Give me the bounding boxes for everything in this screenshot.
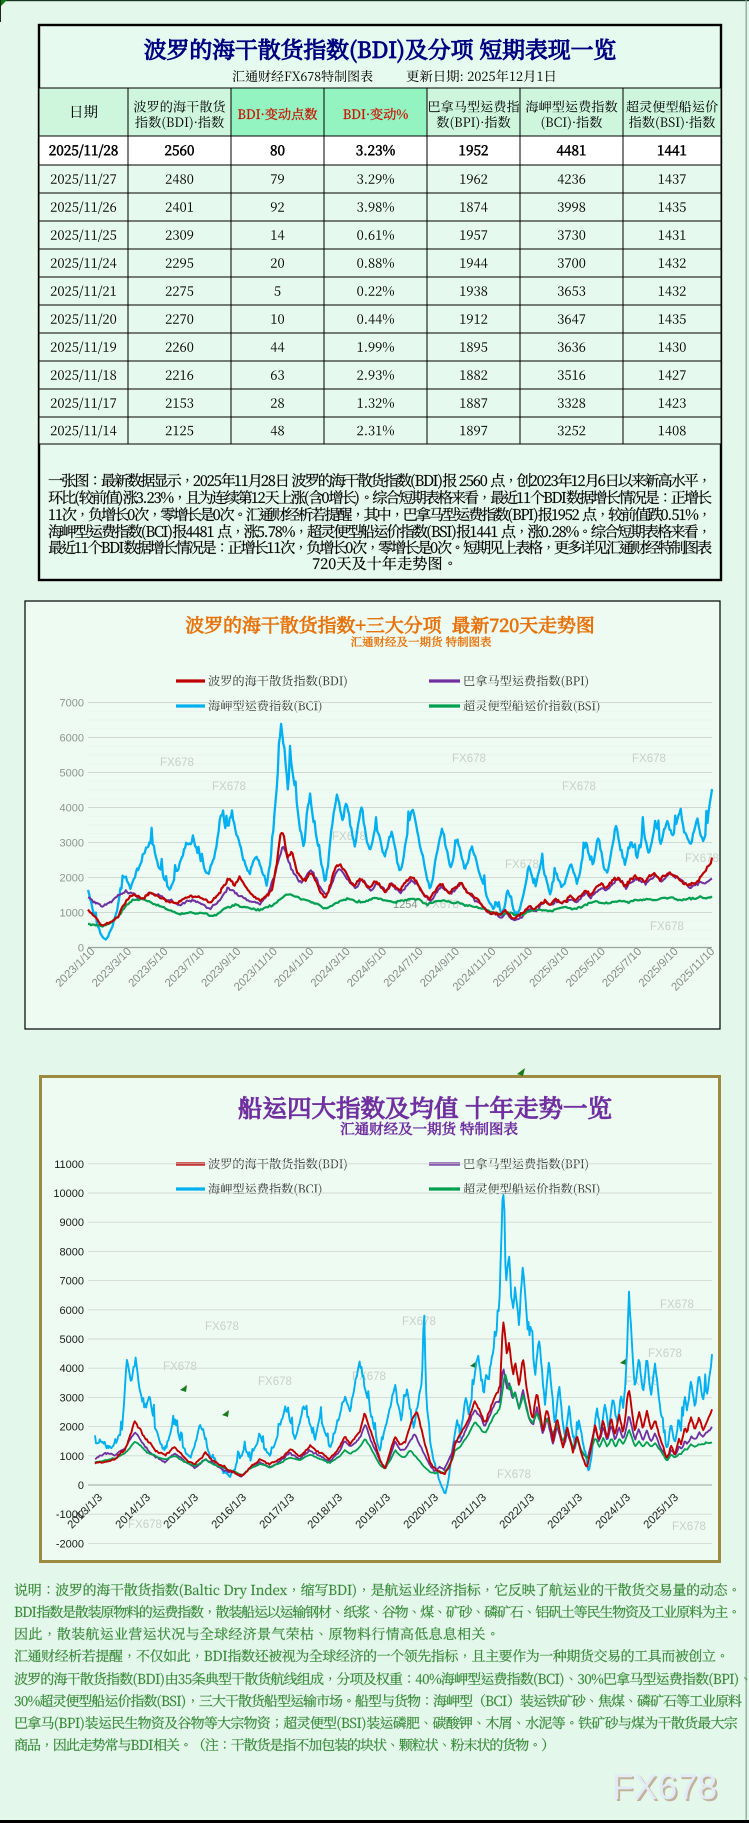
svg-text:FX678: FX678 bbox=[212, 781, 246, 793]
svg-text:3000: 3000 bbox=[60, 838, 84, 850]
svg-text:FX678: FX678 bbox=[128, 1519, 162, 1531]
svg-text:8000: 8000 bbox=[60, 1246, 84, 1258]
svg-text:FX678: FX678 bbox=[562, 781, 596, 793]
svg-text:FX678: FX678 bbox=[352, 1371, 386, 1383]
svg-text:-1000: -1000 bbox=[56, 1509, 84, 1521]
svg-text:-2000: -2000 bbox=[56, 1538, 84, 1550]
svg-text:1000: 1000 bbox=[60, 1451, 84, 1463]
svg-text:7000: 7000 bbox=[60, 1276, 84, 1288]
svg-text:FX678: FX678 bbox=[258, 1376, 292, 1388]
svg-text:FX678: FX678 bbox=[205, 1321, 239, 1333]
svg-text:3000: 3000 bbox=[60, 1392, 84, 1404]
svg-text:5000: 5000 bbox=[60, 1334, 84, 1346]
svg-text:2000: 2000 bbox=[60, 873, 84, 885]
svg-text:11000: 11000 bbox=[54, 1159, 84, 1171]
svg-text:FX678: FX678 bbox=[505, 859, 539, 871]
svg-text:6000: 6000 bbox=[60, 1305, 84, 1317]
svg-text:2000: 2000 bbox=[60, 1422, 84, 1434]
svg-text:FX678: FX678 bbox=[163, 1361, 197, 1373]
svg-text:9000: 9000 bbox=[60, 1217, 84, 1229]
svg-text:0: 0 bbox=[78, 943, 84, 955]
svg-text:FX678: FX678 bbox=[685, 853, 719, 865]
svg-text:4000: 4000 bbox=[60, 803, 84, 815]
svg-text:10000: 10000 bbox=[53, 1188, 84, 1200]
svg-text:5000: 5000 bbox=[60, 768, 84, 780]
svg-text:FX678: FX678 bbox=[612, 1768, 718, 1807]
svg-text:FX678: FX678 bbox=[660, 1299, 694, 1311]
svg-text:FX678: FX678 bbox=[452, 753, 486, 765]
svg-text:FX678: FX678 bbox=[160, 757, 194, 769]
svg-text:FX678: FX678 bbox=[614, 1770, 720, 1809]
svg-text:7000: 7000 bbox=[60, 698, 84, 710]
svg-text:FX678: FX678 bbox=[672, 1521, 706, 1533]
svg-text:FX678: FX678 bbox=[648, 1348, 682, 1360]
svg-text:1000: 1000 bbox=[60, 908, 84, 920]
svg-text:FX678: FX678 bbox=[497, 1469, 531, 1481]
svg-text:4000: 4000 bbox=[60, 1363, 84, 1375]
svg-text:FX678: FX678 bbox=[632, 753, 666, 765]
svg-text:FX678: FX678 bbox=[402, 1316, 436, 1328]
svg-text:6000: 6000 bbox=[60, 733, 84, 745]
svg-text:FX678: FX678 bbox=[650, 921, 684, 933]
svg-text:FX678: FX678 bbox=[332, 831, 366, 843]
svg-text:0: 0 bbox=[78, 1480, 84, 1492]
